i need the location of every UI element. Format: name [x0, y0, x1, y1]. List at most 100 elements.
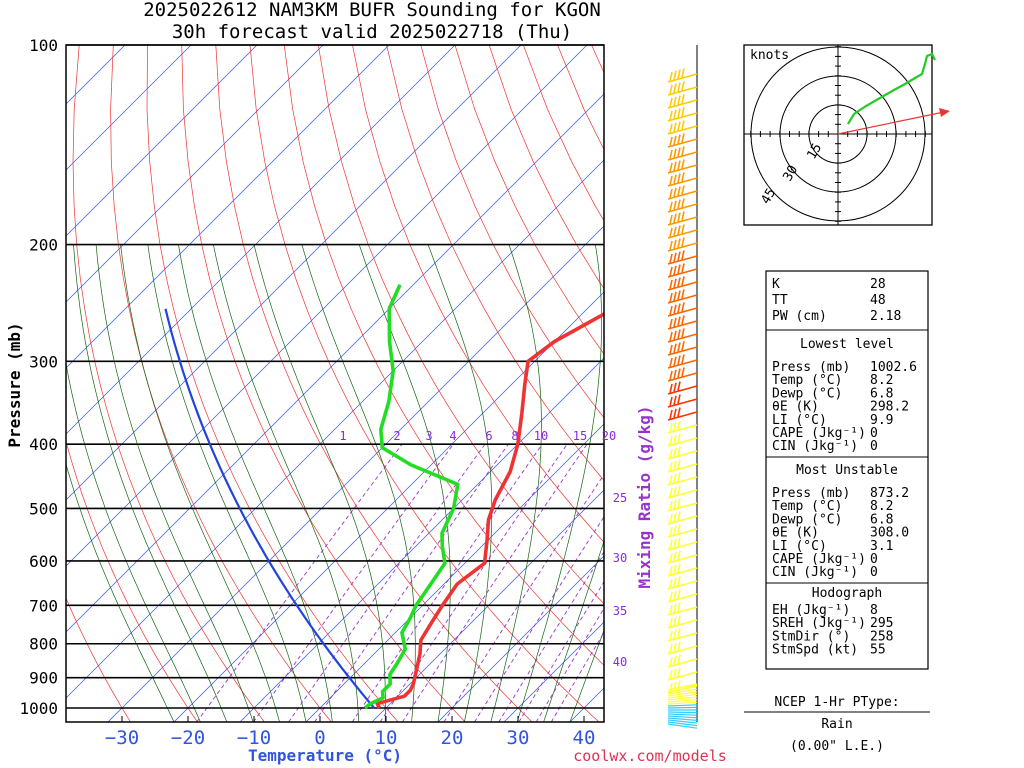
stability-indices-panel: K 28 TT 48 PW (cm) 2.18 Lowest level Pre… — [765, 270, 929, 670]
mixing-ratio-label-8: 8 — [511, 429, 518, 443]
wind-barb-low — [667, 701, 698, 705]
mixing-ratio-label-40: 40 — [613, 655, 627, 669]
wind-barb — [667, 394, 698, 408]
lowest-level-label-6: CIN (Jkg⁻¹) — [772, 439, 858, 454]
mixing-ratio-label-30: 30 — [613, 551, 627, 565]
lowest-level-value-0: 1002.6 — [870, 360, 917, 375]
most-unstable-value-1: 8.2 — [870, 499, 893, 514]
lowest-level-label-5: CAPE (Jkg⁻¹) — [772, 426, 866, 441]
wind-barb — [667, 446, 698, 460]
hodograph-label: knots — [750, 48, 789, 63]
most-unstable-label-3: θE (K) — [772, 526, 819, 541]
hodograph-stat-value-1: 295 — [870, 616, 893, 631]
hodograph-stat-label-2: StmDir (°) — [772, 629, 850, 644]
most-unstable-label-2: Dewp (°C) — [772, 512, 842, 527]
hodograph: knots 15 30 45 — [743, 44, 950, 226]
mixing-ratio-label-6: 6 — [485, 429, 492, 443]
most-unstable-label-4: LI (°C) — [772, 539, 827, 554]
mixing-ratio-labels: 1 2 3 4 6 8 10 15 20 25 30 35 40 — [339, 429, 627, 669]
wind-barb — [667, 654, 698, 668]
most-unstable-value-0: 873.2 — [870, 486, 909, 501]
pressure-tick-200: 200 — [29, 236, 58, 255]
index-k-label: K — [772, 277, 780, 292]
wind-barb — [667, 81, 698, 96]
wind-barb-low — [667, 719, 698, 724]
mixing-ratio-label-35: 35 — [613, 604, 627, 618]
wind-barb — [667, 381, 698, 395]
lowest-level-label-0: Press (mb) — [772, 360, 850, 375]
temperature-tick-labels: −30 −20 −10 0 10 20 30 40 — [105, 716, 595, 749]
mixing-ratio-label-1: 1 — [339, 429, 346, 443]
most-unstable-label-1: Temp (°C) — [772, 499, 842, 514]
wind-barb — [667, 485, 698, 499]
lowest-level-label-1: Temp (°C) — [772, 373, 842, 388]
wind-barb — [667, 250, 698, 265]
most-unstable-value-5: 0 — [870, 552, 878, 567]
storm-motion-vector — [837, 111, 945, 135]
wind-barb — [667, 341, 698, 356]
ptype-header: NCEP 1-Hr PType: — [774, 695, 899, 710]
storm-motion-arrowhead — [939, 108, 950, 117]
wind-barb-low — [667, 691, 698, 697]
lowest-level-label-3: θE (K) — [772, 400, 819, 415]
temperature-tick-0: 0 — [314, 727, 325, 749]
mixing-ratio-axis-label: Mixing Ratio (g/kg) — [635, 405, 654, 588]
wind-barb — [667, 420, 698, 434]
wind-barb — [667, 472, 698, 486]
wind-barb — [667, 289, 698, 304]
pressure-tick-600: 600 — [29, 552, 58, 571]
hodograph-stats-header: Hodograph — [812, 586, 882, 601]
parcel-path — [164, 308, 375, 709]
wind-barb-low — [667, 721, 698, 727]
wind-barb — [667, 211, 698, 226]
pressure-tick-500: 500 — [29, 499, 58, 518]
most-unstable-value-6: 0 — [870, 565, 878, 580]
temperature-tick-20: 20 — [441, 727, 464, 749]
wind-barb — [667, 94, 698, 109]
wind-barb-low — [667, 711, 698, 714]
lowest-level-value-5: 0 — [870, 426, 878, 441]
wind-barb-low — [667, 699, 698, 703]
pressure-tick-700: 700 — [29, 596, 58, 615]
index-tt-value: 48 — [870, 293, 886, 308]
wind-barb-low — [667, 723, 698, 729]
most-unstable-header: Most Unstable — [796, 463, 898, 478]
credit-text: coolwx.com/models — [573, 747, 727, 765]
hodograph-trace — [847, 52, 936, 125]
lowest-level-value-4: 9.9 — [870, 413, 893, 428]
index-pw-value: 2.18 — [870, 309, 901, 324]
hodograph-stat-label-3: StmSpd (kt) — [772, 643, 858, 658]
index-pw-label: PW (cm) — [772, 309, 827, 324]
wind-barb — [667, 511, 698, 525]
lowest-level-label-4: LI (°C) — [772, 413, 827, 428]
most-unstable-label-5: CAPE (Jkg⁻¹) — [772, 552, 866, 567]
wind-barb — [667, 498, 698, 512]
wind-barb-low — [667, 686, 698, 693]
most-unstable-value-3: 308.0 — [870, 526, 909, 541]
lowest-level-value-6: 0 — [870, 439, 878, 454]
wind-barb — [667, 224, 698, 239]
temperature-tick--20: −20 — [171, 727, 205, 749]
mixing-ratio-label-3: 3 — [425, 429, 432, 443]
hodograph-ring-30: 30 — [780, 163, 801, 184]
wind-barbs — [667, 68, 698, 729]
most-unstable-value-2: 6.8 — [870, 512, 893, 527]
wind-barb — [667, 628, 698, 642]
wind-barb — [667, 433, 698, 447]
wind-barb — [667, 172, 698, 187]
wind-barb — [667, 550, 698, 564]
index-k-value: 28 — [870, 277, 886, 292]
x-axis-label: Temperature (°C) — [248, 746, 402, 765]
pressure-tick-300: 300 — [29, 352, 58, 371]
wind-barb — [667, 120, 698, 135]
wind-barb — [667, 302, 698, 317]
pressure-tick-800: 800 — [29, 635, 58, 654]
wind-barb — [667, 68, 698, 83]
most-unstable-label-6: CIN (Jkg⁻¹) — [772, 565, 858, 580]
index-tt-label: TT — [772, 293, 788, 308]
wind-barb-low — [667, 683, 698, 691]
wind-barb — [667, 537, 698, 551]
wind-barb — [667, 576, 698, 590]
ptype-amount: (0.00" L.E.) — [790, 739, 884, 754]
hodograph-stat-label-1: SREH (Jkg⁻¹) — [772, 616, 866, 631]
